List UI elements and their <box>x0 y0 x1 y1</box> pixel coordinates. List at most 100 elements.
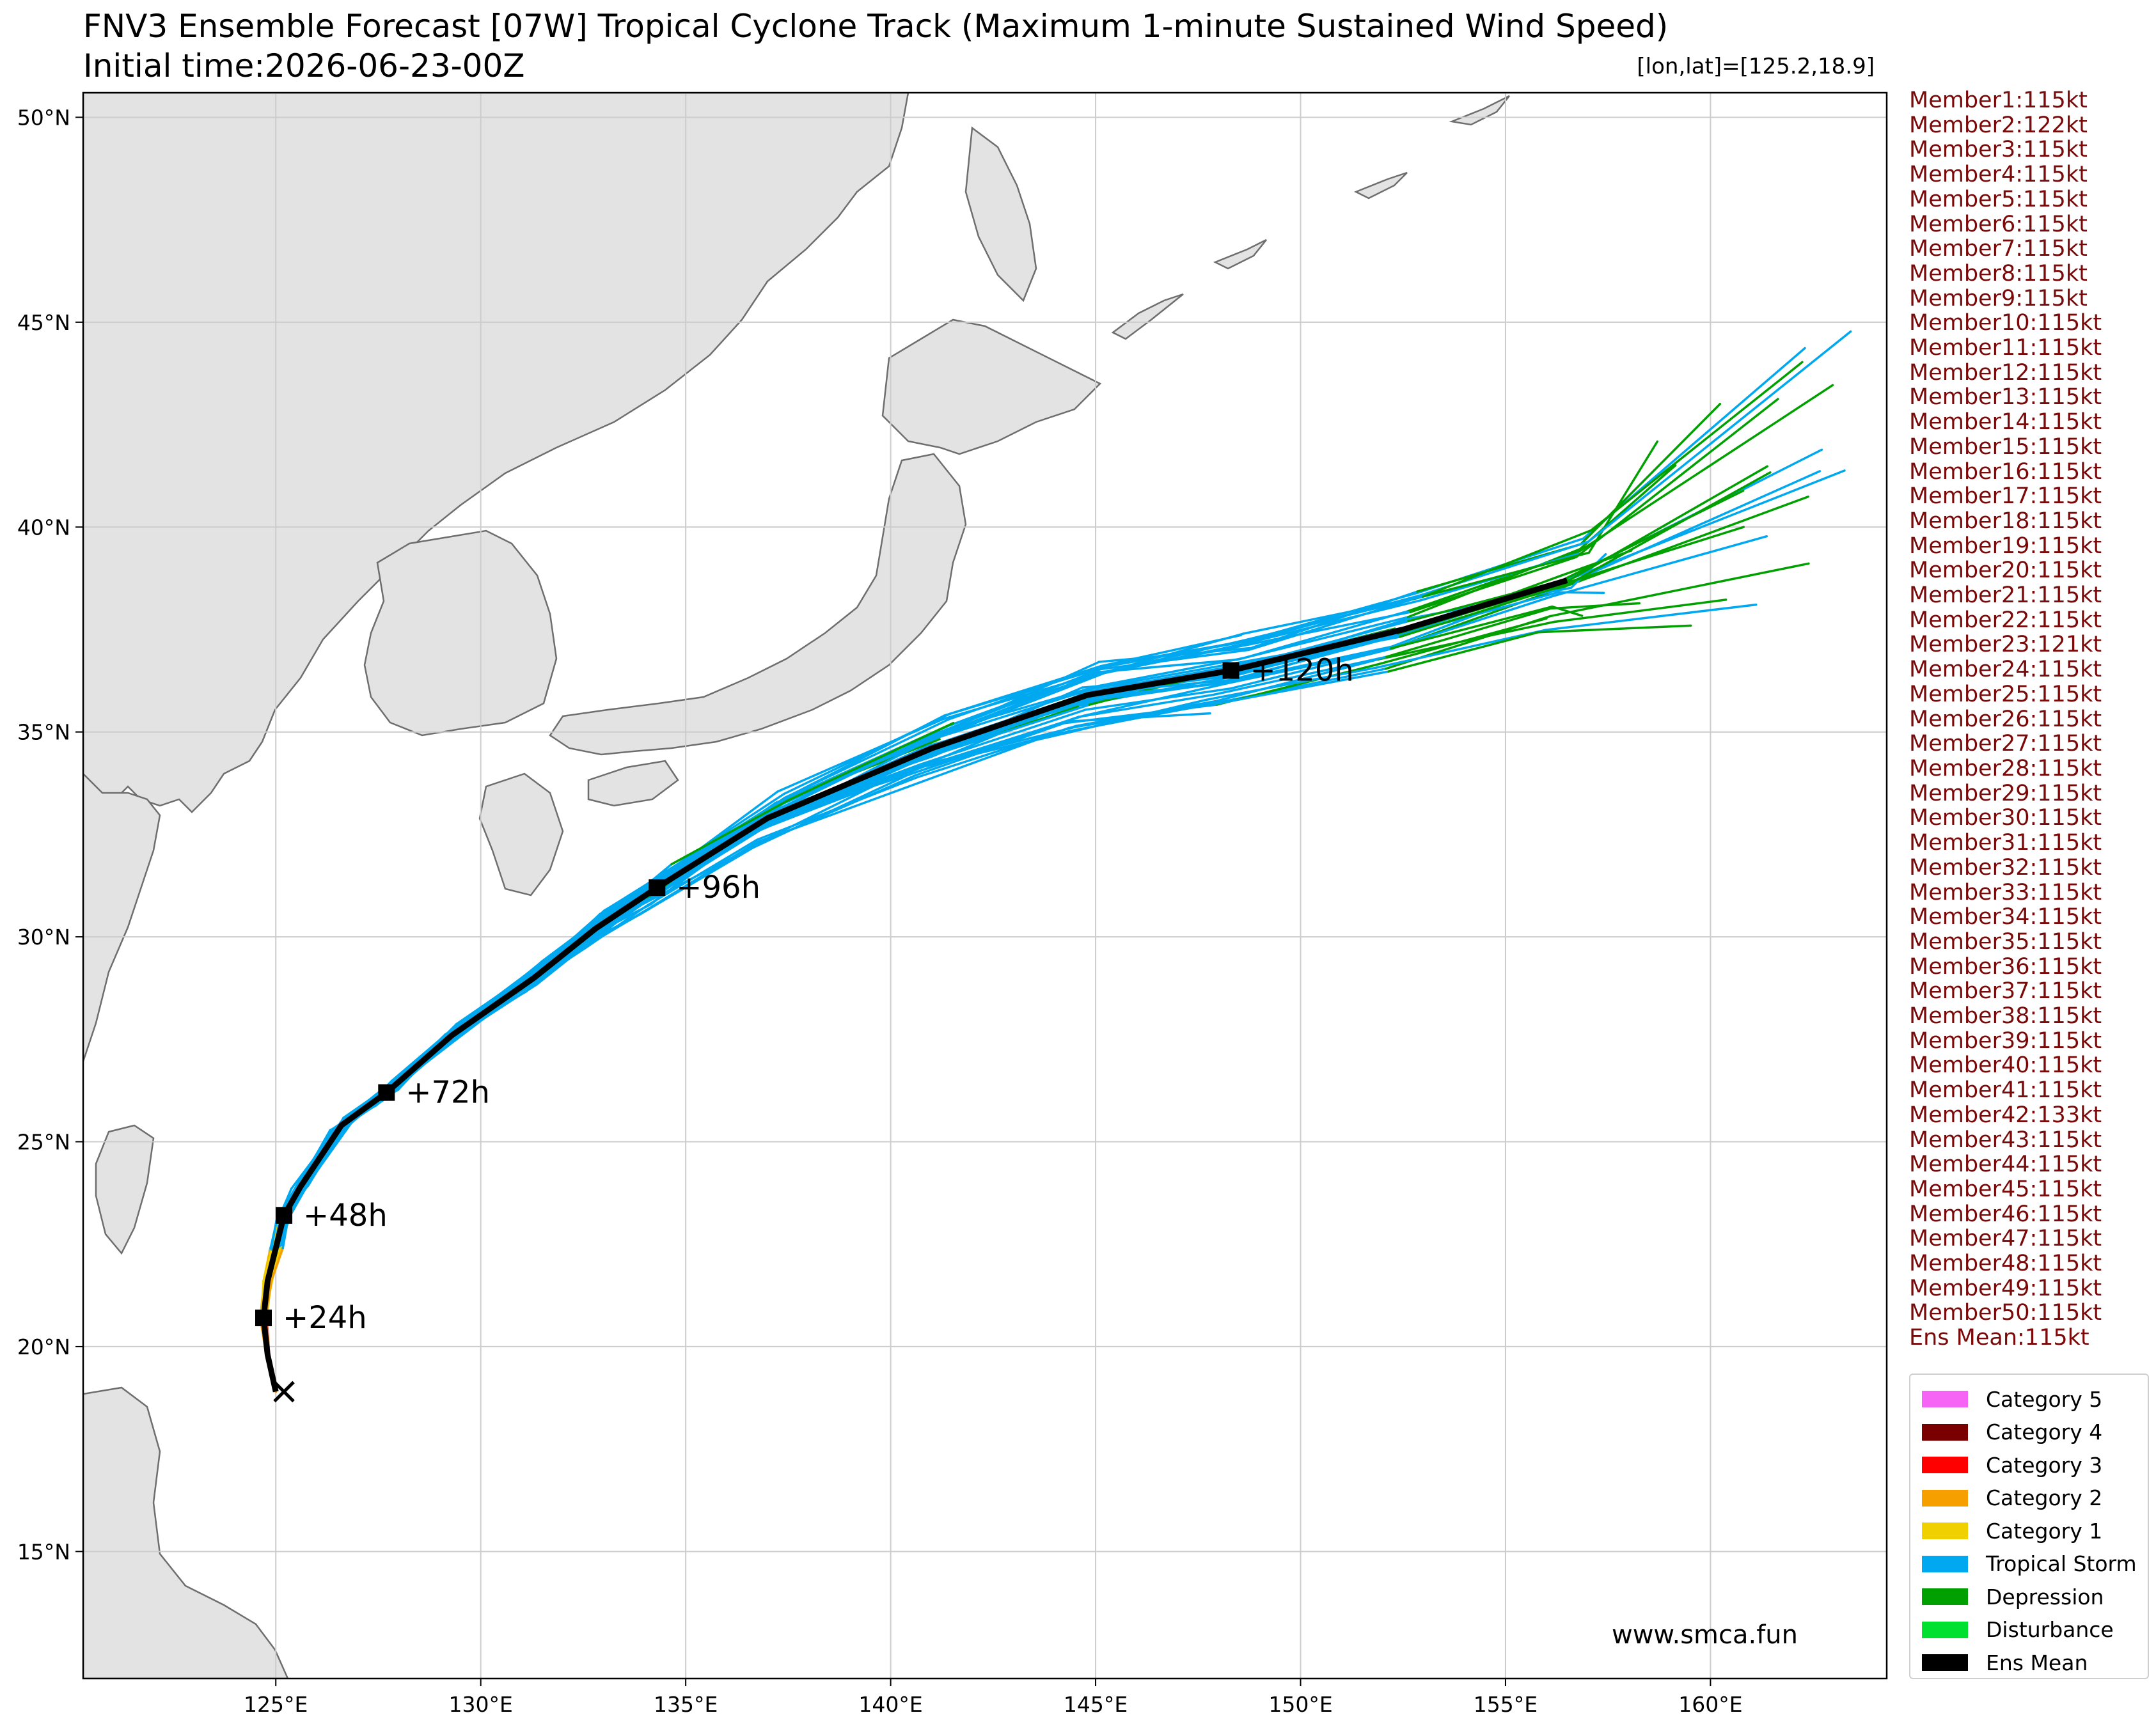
member-track-segment <box>1090 666 1229 693</box>
lat-tick-label: 45°N <box>17 310 70 335</box>
member-track-segment <box>1552 526 1745 588</box>
member-intensity-item: Member41:115kt <box>1909 1077 2102 1104</box>
member-track-segment <box>1096 657 1245 687</box>
member-track-segment <box>263 1248 272 1282</box>
member-track-segment <box>581 912 643 948</box>
member-track-segment <box>1389 605 1554 650</box>
member-intensity-item: Member43:115kt <box>1909 1127 2102 1153</box>
member-intensity-item: Member39:115kt <box>1909 1028 2102 1054</box>
member-intensity-item: Member37:115kt <box>1909 978 2102 1005</box>
member-intensity-item: Member7:115kt <box>1909 236 2088 262</box>
legend-label: Ens Mean <box>1986 1650 2088 1675</box>
member-intensity-item: Member22:115kt <box>1909 607 2102 633</box>
member-intensity-item: Member11:115kt <box>1909 335 2102 361</box>
member-intensity-item: Member25:115kt <box>1909 681 2102 707</box>
chart-subtitle: Initial time:2026-06-23-00Z <box>83 47 525 84</box>
member-intensity-item: Member30:115kt <box>1909 805 2102 831</box>
member-track-segment <box>1106 639 1255 668</box>
timestamp-label: +72h <box>405 1075 490 1111</box>
member-intensity-item: Member23:121kt <box>1909 632 2102 658</box>
land-taiwan <box>95 1124 155 1255</box>
member-intensity-item: Member16:115kt <box>1909 458 2102 485</box>
member-track-segment <box>1550 495 1809 593</box>
legend-swatch <box>1922 1588 1968 1605</box>
chart-title: FNV3 Ensemble Forecast [07W] Tropical Cy… <box>83 8 1669 45</box>
member-intensity-item: Member26:115kt <box>1909 706 2102 732</box>
legend-item: Category 2 <box>1922 1485 2102 1511</box>
member-intensity-item: Member38:115kt <box>1909 1003 2102 1029</box>
member-track-segment <box>1557 591 1605 594</box>
member-intensity-item: Member35:115kt <box>1909 928 2102 955</box>
member-track-segment <box>1553 599 1727 623</box>
member-track-segment <box>1073 682 1230 701</box>
lat-tick-label: 25°N <box>17 1130 70 1155</box>
ens-mean-track: +24h +48h +72h +96h +120h <box>255 577 1568 1403</box>
axis-labels: 125°E 130°E 135°E 140°E 145°E 150°E 155°E 160°E… <box>17 105 1743 1717</box>
legend-swatch <box>1922 1423 1968 1441</box>
legend-swatch <box>1922 1555 1968 1572</box>
member-track-segment <box>1227 632 1399 684</box>
member-track-segment <box>1074 700 1218 728</box>
member-intensity-item: Member45:115kt <box>1909 1176 2102 1202</box>
timestamp-marker <box>649 879 666 896</box>
timestamp-marker <box>378 1084 395 1101</box>
timestamp-marker <box>255 1310 272 1327</box>
land-korea <box>363 529 558 737</box>
member-intensity-item: Member27:115kt <box>1909 731 2102 757</box>
lon-tick-label: 150°E <box>1268 1692 1332 1717</box>
legend-item: Category 4 <box>1922 1420 2102 1445</box>
legend: Category 5 Category 4 Category 3 Category 2… <box>1909 1374 2149 1679</box>
member-intensity-item: Member50:115kt <box>1909 1300 2102 1326</box>
map-frame <box>82 91 1888 1680</box>
member-track-segment <box>1250 611 1412 646</box>
member-track-segment <box>670 799 791 866</box>
lon-tick-label: 130°E <box>449 1692 513 1717</box>
legend-label: Category 4 <box>1986 1420 2103 1444</box>
member-intensity-item: Member8:115kt <box>1909 260 2088 286</box>
member-intensity-item: Ens Mean:115kt <box>1909 1325 2089 1351</box>
member-track-segment <box>1387 630 1540 673</box>
lat-tick-label: 20°N <box>17 1335 70 1359</box>
land-luzon <box>83 1386 289 1679</box>
lat-tick-label: 40°N <box>17 515 70 540</box>
ens-mean-line <box>260 577 1568 1393</box>
member-intensity-item: Member42:133kt <box>1909 1102 2102 1128</box>
member-track-segment <box>919 726 1070 784</box>
member-intensity-item: Member15:115kt <box>1909 434 2102 460</box>
member-track-segment <box>594 893 651 941</box>
member-intensity-item: Member5:115kt <box>1909 186 2088 212</box>
member-track-segment <box>647 838 759 907</box>
member-track-segment <box>1082 682 1229 717</box>
member-intensity-item: Member19:115kt <box>1909 533 2102 559</box>
member-track-segment <box>270 1219 278 1251</box>
member-intensity-item: Member14:115kt <box>1909 409 2102 435</box>
legend-label: Category 3 <box>1986 1452 2103 1478</box>
member-intensity-item: Member9:115kt <box>1909 285 2088 311</box>
lat-tick-label: 30°N <box>17 925 70 950</box>
timestamp-marker <box>276 1207 293 1224</box>
member-intensity-item: Member21:115kt <box>1909 583 2102 609</box>
legend-label: Category 5 <box>1986 1386 2103 1412</box>
lon-tick-label: 140°E <box>858 1692 922 1717</box>
member-track-segment <box>1575 398 1779 558</box>
member-track-segment <box>787 721 955 801</box>
member-intensity-item: Member31:115kt <box>1909 830 2102 856</box>
legend-item: Category 3 <box>1922 1452 2102 1478</box>
timestamp-label: +24h <box>283 1300 367 1336</box>
lat-tick-label: 50°N <box>17 105 70 130</box>
member-track-segment <box>1548 602 1641 610</box>
legend-swatch <box>1922 1391 1968 1407</box>
member-track-segment <box>1385 607 1552 658</box>
member-track-segment <box>1377 620 1555 661</box>
timestamp-marker <box>1222 662 1239 679</box>
member-intensity-item: Member29:115kt <box>1909 780 2102 806</box>
legend-label: Category 2 <box>1986 1485 2103 1510</box>
legend-label: Disturbance <box>1986 1617 2114 1642</box>
member-intensity-item: Member1:115kt <box>1909 88 2088 113</box>
member-intensity-item: Member49:115kt <box>1909 1275 2102 1301</box>
member-track-segment <box>1587 440 1659 554</box>
member-intensity-item: Member20:115kt <box>1909 558 2102 584</box>
legend-item: Depression <box>1922 1584 2104 1609</box>
member-track-segment <box>920 708 1087 765</box>
lon-tick-label: 155°E <box>1474 1692 1538 1717</box>
